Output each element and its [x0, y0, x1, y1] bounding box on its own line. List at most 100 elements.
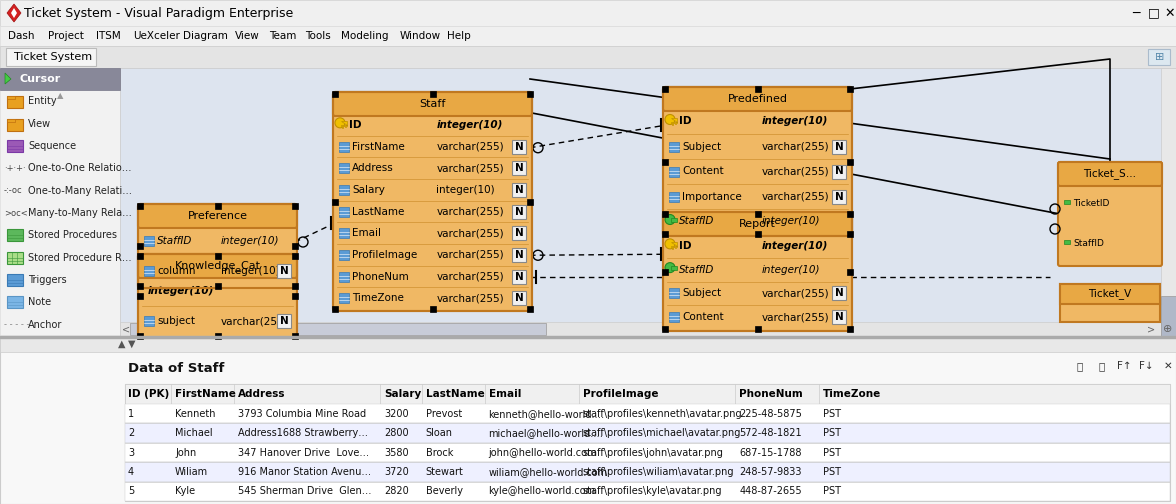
Bar: [527, 91, 533, 97]
FancyBboxPatch shape: [663, 212, 851, 331]
Text: ─: ─: [1132, 7, 1140, 20]
Text: subject: subject: [158, 316, 195, 326]
Text: ITSM: ITSM: [96, 31, 121, 41]
Text: varchar(255): varchar(255): [436, 272, 505, 282]
Polygon shape: [5, 73, 11, 84]
Text: N: N: [515, 207, 523, 217]
Bar: [831, 190, 846, 204]
Bar: [125, 443, 1170, 462]
Bar: [143, 266, 154, 276]
FancyBboxPatch shape: [138, 204, 298, 288]
Bar: [1060, 284, 1160, 322]
Text: 2820: 2820: [385, 486, 409, 496]
Text: staff\profiles\john\avatar.png: staff\profiles\john\avatar.png: [582, 448, 723, 458]
Text: 687-15-1788: 687-15-1788: [740, 448, 802, 458]
Text: integer(10): integer(10): [221, 236, 279, 246]
Bar: [136, 333, 143, 339]
Text: N: N: [835, 192, 843, 202]
Bar: [125, 384, 1170, 501]
Text: ID: ID: [679, 116, 691, 127]
FancyBboxPatch shape: [138, 254, 298, 278]
Bar: [292, 293, 298, 299]
Text: □: □: [1148, 7, 1160, 20]
Text: FirstName: FirstName: [175, 389, 236, 399]
Bar: [6, 48, 96, 66]
Bar: [332, 306, 338, 312]
Bar: [755, 86, 761, 92]
Text: Email: Email: [488, 389, 521, 399]
FancyBboxPatch shape: [138, 204, 298, 228]
Text: integer(10): integer(10): [761, 116, 828, 127]
Bar: [339, 293, 349, 303]
Text: Prevost: Prevost: [426, 409, 462, 419]
FancyBboxPatch shape: [663, 212, 851, 236]
Text: Kenneth: Kenneth: [175, 409, 215, 419]
Text: 1: 1: [128, 409, 134, 419]
Bar: [512, 140, 526, 154]
Bar: [662, 231, 668, 237]
Bar: [339, 250, 349, 260]
Text: FirstName: FirstName: [352, 142, 405, 152]
Bar: [143, 236, 154, 246]
Text: N: N: [835, 312, 843, 322]
Text: ▼: ▼: [128, 339, 135, 349]
Bar: [125, 423, 1170, 443]
Text: Triggers: Triggers: [28, 275, 67, 285]
Text: ID (PK): ID (PK): [128, 389, 169, 399]
Bar: [7, 274, 24, 286]
Text: Address: Address: [352, 163, 394, 173]
Bar: [278, 264, 290, 278]
Circle shape: [664, 239, 675, 249]
Polygon shape: [671, 266, 677, 270]
Bar: [662, 211, 668, 217]
Text: PST: PST: [823, 467, 841, 477]
Bar: [527, 199, 533, 205]
Bar: [512, 205, 526, 219]
Bar: [755, 326, 761, 332]
Text: Ticket System - Visual Paradigm Enterprise: Ticket System - Visual Paradigm Enterpri…: [24, 7, 293, 20]
Text: Preference: Preference: [187, 211, 247, 221]
Bar: [669, 312, 679, 322]
Text: F↑: F↑: [1117, 361, 1131, 371]
Text: 225-48-5875: 225-48-5875: [740, 409, 802, 419]
Text: staff\profiles\wiliam\avatar.png: staff\profiles\wiliam\avatar.png: [582, 467, 734, 477]
Text: varchar(255): varchar(255): [761, 312, 829, 322]
Circle shape: [664, 114, 675, 124]
Bar: [0, 336, 1176, 504]
Text: integer(10): integer(10): [221, 266, 279, 276]
Bar: [512, 291, 526, 305]
Text: TimeZone: TimeZone: [352, 293, 403, 303]
Text: ID: ID: [349, 120, 361, 130]
Text: integer(10): integer(10): [436, 120, 503, 130]
Text: PhoneNum: PhoneNum: [740, 389, 803, 399]
Text: PST: PST: [823, 486, 841, 496]
Polygon shape: [341, 121, 347, 128]
Text: Tools: Tools: [305, 31, 330, 41]
Bar: [332, 199, 338, 205]
Bar: [292, 333, 298, 339]
Bar: [0, 336, 120, 504]
Text: ✕: ✕: [1163, 361, 1172, 371]
Text: 448-87-2655: 448-87-2655: [740, 486, 802, 496]
Bar: [0, 0, 1176, 26]
Text: Importance: Importance: [682, 192, 742, 202]
Bar: [0, 68, 120, 90]
Bar: [662, 158, 668, 164]
Text: Generic Connector: Generic Connector: [28, 436, 119, 446]
Circle shape: [335, 118, 345, 128]
Text: 545 Sherman Drive  Glen…: 545 Sherman Drive Glen…: [238, 486, 372, 496]
Text: Many-to-Many Rela…: Many-to-Many Rela…: [28, 208, 132, 218]
Text: varchar(255): varchar(255): [436, 228, 505, 238]
Bar: [214, 333, 221, 339]
Bar: [7, 229, 24, 241]
Text: Project: Project: [48, 31, 83, 41]
Text: User Story: User Story: [28, 478, 79, 488]
Polygon shape: [671, 218, 677, 221]
Text: Address1688 Strawberry…: Address1688 Strawberry…: [238, 428, 368, 438]
Text: 248-57-9833: 248-57-9833: [740, 467, 802, 477]
Text: PhoneNum: PhoneNum: [352, 272, 409, 282]
Text: Ticket_S…: Ticket_S…: [1083, 168, 1136, 179]
Text: Subject: Subject: [682, 142, 721, 152]
Text: ✕: ✕: [1164, 7, 1175, 20]
Text: varchar(255): varchar(255): [761, 166, 829, 176]
